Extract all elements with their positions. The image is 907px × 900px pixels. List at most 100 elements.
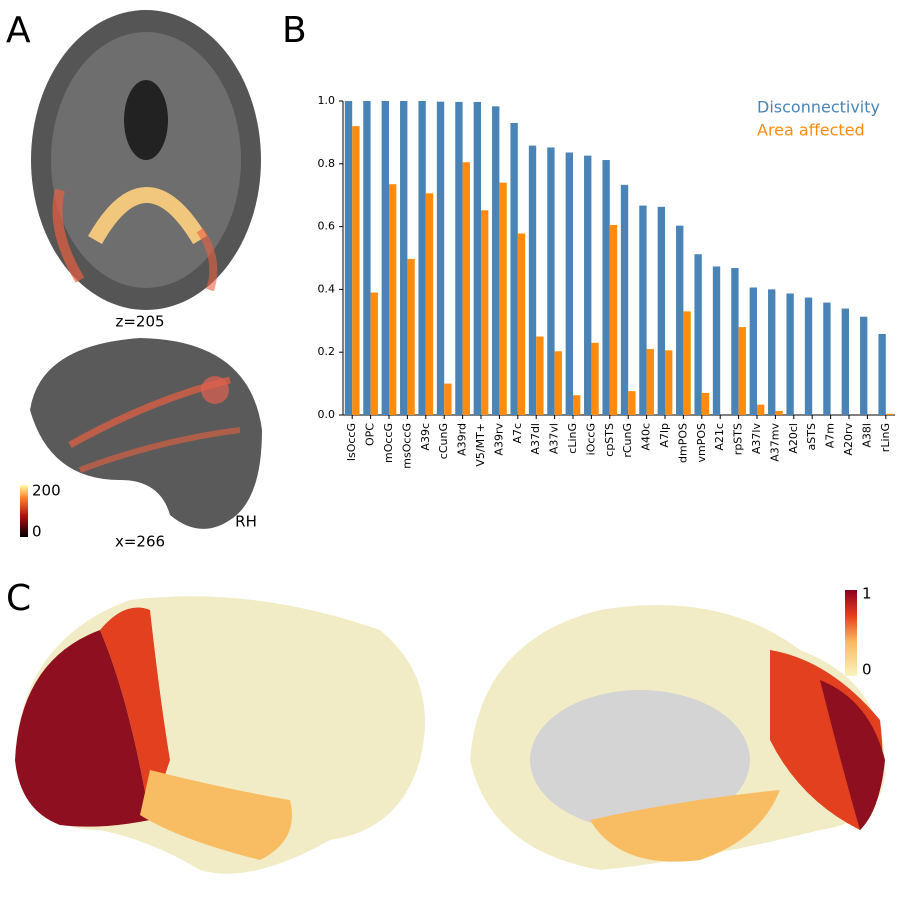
sagittal-slice xyxy=(30,338,262,529)
x-tick-label: A39rd xyxy=(456,423,469,456)
bar xyxy=(381,101,389,415)
bar xyxy=(602,160,610,415)
x-tick-label: A37lv xyxy=(750,423,763,455)
axial-slice xyxy=(31,10,261,310)
bar xyxy=(573,395,581,415)
x-tick-label: aSTS xyxy=(805,423,818,450)
bar xyxy=(389,184,397,415)
x-tick-label: A37mv xyxy=(768,423,781,462)
panel-label: C xyxy=(6,578,31,619)
bar xyxy=(731,268,739,415)
x-tick-label: A39rv xyxy=(492,423,505,456)
bar xyxy=(620,184,629,415)
bar xyxy=(591,342,599,415)
bar xyxy=(481,210,489,415)
bar xyxy=(547,147,555,416)
bar xyxy=(841,308,849,415)
x-tick-label: rCunG xyxy=(621,423,634,458)
bar xyxy=(738,327,746,415)
bar xyxy=(804,297,813,415)
y-tick-label: 1.0 xyxy=(318,94,336,107)
colorbar xyxy=(845,590,857,676)
y-tick-label: 0.0 xyxy=(318,408,336,421)
x-tick-label: msOccG xyxy=(400,423,413,469)
x-tick-label: rpSTS xyxy=(732,423,745,455)
bar xyxy=(462,162,470,415)
colorbar-label: 0 xyxy=(862,661,872,679)
x-tick-label: A7m xyxy=(824,423,837,448)
x-tick-label: OPC xyxy=(364,423,377,446)
bar xyxy=(418,101,426,415)
bar-chart: 0.0 0.2 0.4 0.6 0.8 1.0 lsOccG OPC mOccG msOccG A3… xyxy=(318,94,895,469)
bar xyxy=(775,410,783,415)
bar xyxy=(878,333,886,415)
hemisphere-label: RH xyxy=(235,513,257,531)
colorbar-label: 200 xyxy=(32,482,61,500)
bar xyxy=(536,336,544,415)
bar xyxy=(344,101,353,415)
caption: z=205 xyxy=(115,313,164,331)
x-tick-label: A38l xyxy=(860,423,873,448)
bar xyxy=(628,391,636,415)
caption: x=266 xyxy=(115,533,165,551)
bar xyxy=(510,122,518,415)
bar xyxy=(425,193,434,415)
x-tick-label: A39c xyxy=(419,423,432,451)
bar xyxy=(639,205,647,415)
bar xyxy=(473,101,481,415)
bar xyxy=(444,383,452,415)
bar xyxy=(370,292,378,415)
colorbar-label: 0 xyxy=(32,523,42,541)
bar xyxy=(492,106,500,415)
bar xyxy=(786,293,794,415)
x-tick-label: cCunG xyxy=(437,423,450,459)
x-tick-label: rLinG xyxy=(879,423,892,452)
x-tick-label: cLinG xyxy=(566,423,579,454)
bar xyxy=(749,287,757,415)
bar xyxy=(584,155,592,416)
x-tick-label: vmPOS xyxy=(695,423,708,463)
lateral-surface xyxy=(15,596,425,874)
x-tick-label: iOccG xyxy=(584,423,597,455)
bar xyxy=(757,404,765,415)
x-tick-label: mOccG xyxy=(382,423,395,463)
x-tick-label: cpSTS xyxy=(603,423,616,457)
bar xyxy=(860,316,868,415)
colorbar xyxy=(20,485,28,537)
colorbar-label: 1 xyxy=(862,585,872,603)
bar xyxy=(885,413,894,415)
legend-label: Disconnectivity xyxy=(757,98,880,117)
legend-label: Area affected xyxy=(757,121,865,140)
bar xyxy=(676,225,684,415)
panel-label: B xyxy=(282,10,307,51)
x-tick-label: A7c xyxy=(511,423,524,444)
x-tick-label: A7lp xyxy=(658,423,671,448)
bar xyxy=(665,350,673,415)
bar xyxy=(823,302,831,415)
bar xyxy=(657,206,665,415)
x-tick-label: A40c xyxy=(640,423,653,451)
bar xyxy=(499,182,507,415)
y-tick-label: 0.4 xyxy=(318,282,336,295)
bar xyxy=(517,233,526,415)
bar xyxy=(436,101,445,416)
medial-surface xyxy=(470,605,886,870)
bar xyxy=(554,351,562,415)
x-tick-label: A20rv xyxy=(842,423,855,456)
bar xyxy=(683,311,691,415)
bar xyxy=(528,145,537,415)
bar xyxy=(565,152,573,415)
y-tick-label: 0.6 xyxy=(318,220,336,233)
bar xyxy=(768,289,776,415)
panel-label: A xyxy=(6,10,31,51)
x-tick-label: V5/MT+ xyxy=(474,423,487,467)
bar xyxy=(694,254,702,415)
bar xyxy=(701,393,710,415)
bar xyxy=(712,266,721,415)
bar xyxy=(609,225,618,415)
x-tick-label: dmPOS xyxy=(676,423,689,463)
x-tick-label: A37vl xyxy=(548,423,561,454)
bar xyxy=(455,101,463,415)
y-tick-label: 0.2 xyxy=(318,345,336,358)
